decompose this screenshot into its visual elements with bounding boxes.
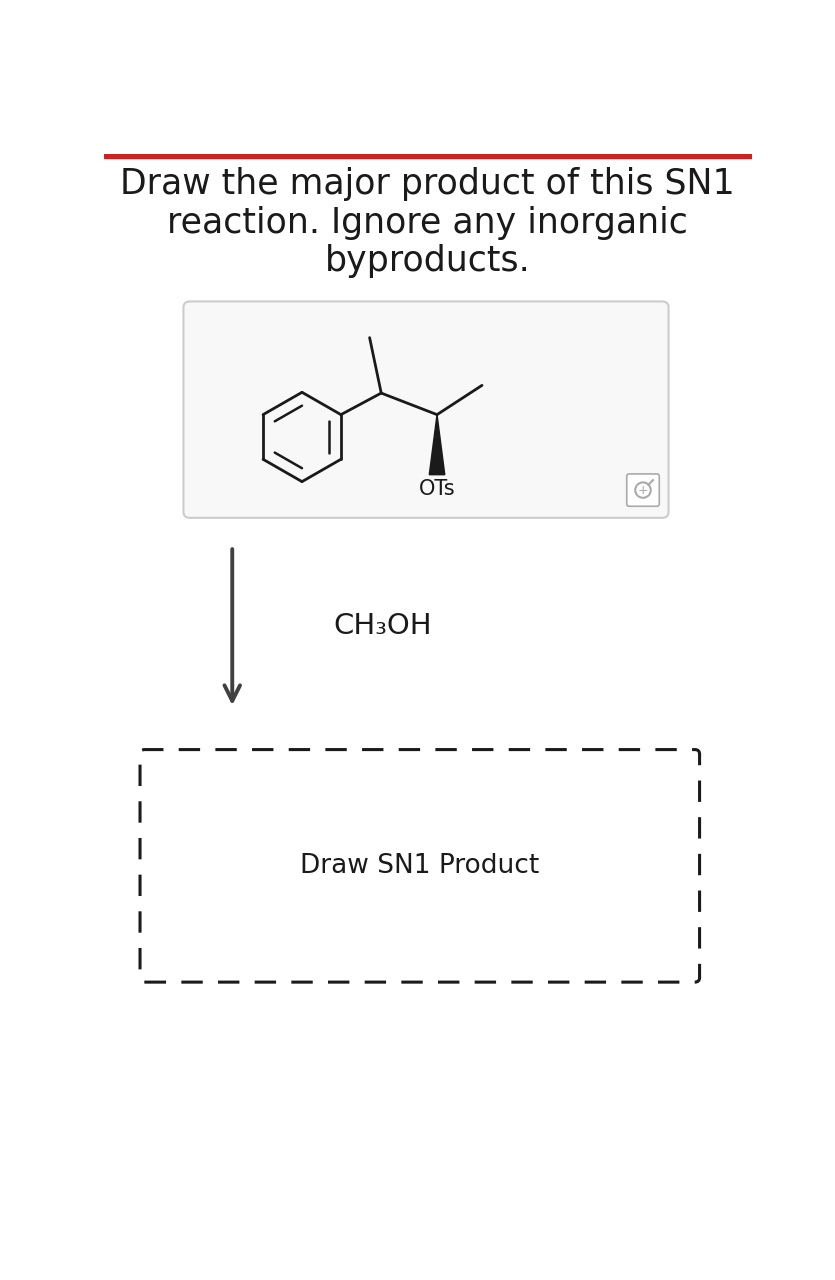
Text: reaction. Ignore any inorganic: reaction. Ignore any inorganic bbox=[167, 206, 688, 239]
FancyBboxPatch shape bbox=[184, 301, 669, 518]
Bar bbox=[104, 154, 752, 159]
Text: Draw SN1 Product: Draw SN1 Product bbox=[300, 852, 539, 879]
Text: OTs: OTs bbox=[418, 479, 455, 499]
Text: +: + bbox=[638, 484, 648, 497]
FancyBboxPatch shape bbox=[140, 750, 700, 982]
FancyBboxPatch shape bbox=[627, 474, 660, 507]
Text: byproducts.: byproducts. bbox=[325, 244, 530, 279]
Polygon shape bbox=[429, 415, 445, 475]
Text: CH₃OH: CH₃OH bbox=[333, 612, 432, 640]
Text: Draw the major product of this SN1: Draw the major product of this SN1 bbox=[120, 168, 735, 201]
